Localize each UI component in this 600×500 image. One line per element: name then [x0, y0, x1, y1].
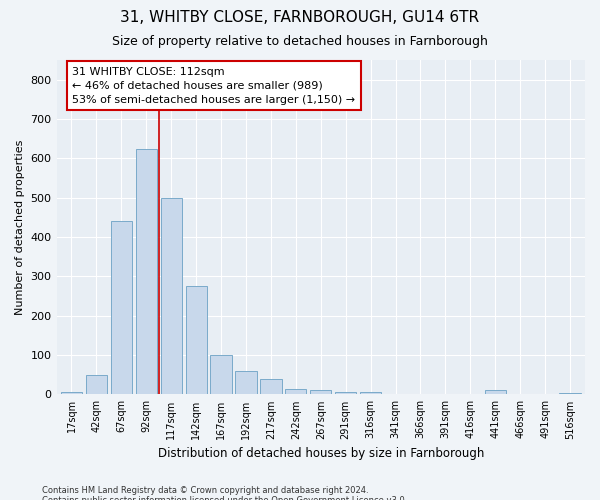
Bar: [161, 198, 182, 394]
Bar: [310, 390, 331, 394]
Text: Size of property relative to detached houses in Farnborough: Size of property relative to detached ho…: [112, 35, 488, 48]
Bar: [111, 222, 132, 394]
Bar: [136, 148, 157, 394]
Text: Contains public sector information licensed under the Open Government Licence v3: Contains public sector information licen…: [42, 496, 407, 500]
X-axis label: Distribution of detached houses by size in Farnborough: Distribution of detached houses by size …: [158, 447, 484, 460]
Bar: [211, 355, 232, 395]
Bar: [61, 392, 82, 394]
Bar: [335, 392, 356, 394]
Text: 31 WHITBY CLOSE: 112sqm
← 46% of detached houses are smaller (989)
53% of semi-d: 31 WHITBY CLOSE: 112sqm ← 46% of detache…: [73, 66, 356, 104]
Bar: [185, 286, 207, 395]
Bar: [285, 388, 307, 394]
Text: 31, WHITBY CLOSE, FARNBOROUGH, GU14 6TR: 31, WHITBY CLOSE, FARNBOROUGH, GU14 6TR: [121, 10, 479, 25]
Bar: [86, 375, 107, 394]
Text: Contains HM Land Registry data © Crown copyright and database right 2024.: Contains HM Land Registry data © Crown c…: [42, 486, 368, 495]
Bar: [260, 378, 281, 394]
Bar: [360, 392, 381, 394]
Bar: [485, 390, 506, 394]
Bar: [235, 371, 257, 394]
Y-axis label: Number of detached properties: Number of detached properties: [15, 140, 25, 315]
